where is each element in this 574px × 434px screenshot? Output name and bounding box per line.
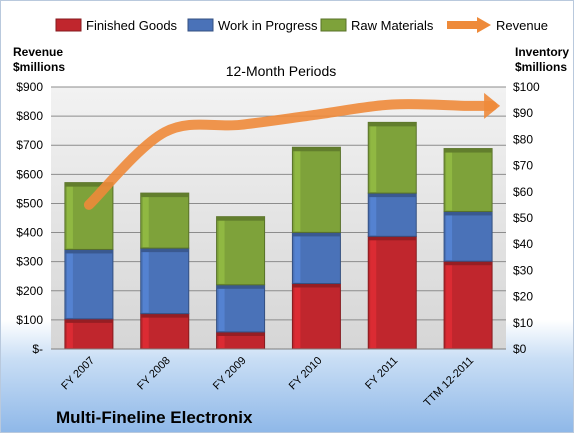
bar-top-edge	[216, 284, 265, 289]
bar-top-edge	[292, 232, 341, 237]
bar-highlight	[370, 123, 377, 193]
revenue-arrowhead	[484, 92, 501, 119]
bars	[64, 121, 493, 350]
legend: Finished Goods Work in Progress Raw Materi…	[55, 17, 548, 33]
right-tick-label: $30	[513, 263, 533, 277]
bar-top-edge	[444, 261, 493, 266]
right-tick-label: $90	[513, 106, 533, 120]
bar-top-edge	[444, 211, 493, 216]
bar-top-edge	[368, 122, 417, 127]
bar-top-edge	[444, 148, 493, 153]
company-name: Multi-Fineline Electronix	[56, 408, 253, 427]
bar-top-edge	[140, 313, 189, 318]
gridlines	[51, 86, 506, 321]
bar-top-edge	[216, 331, 265, 336]
bar-highlight	[370, 237, 377, 348]
bar-top-edge	[64, 318, 113, 323]
left-tick-label: $400	[16, 226, 43, 240]
bar-highlight	[142, 249, 149, 313]
bar-highlight	[66, 319, 73, 348]
bar-top-edge	[64, 249, 113, 254]
legend-swatch	[320, 18, 347, 32]
left-tick-label: $800	[16, 109, 43, 123]
right-tick-label: $20	[513, 290, 533, 304]
bar-highlight	[218, 332, 225, 348]
bar-highlight	[446, 212, 453, 261]
right-tick-label: $100	[513, 80, 540, 94]
bar-top-edge	[368, 193, 417, 198]
right-tick-label: $80	[513, 132, 533, 146]
bar-top-edge	[140, 193, 189, 198]
bar-highlight	[218, 217, 225, 284]
plot-area	[51, 87, 506, 349]
right-tick-label: $60	[513, 185, 533, 199]
bar-top-edge	[368, 236, 417, 241]
bar-top-edge	[292, 283, 341, 288]
legend-swatch	[187, 18, 214, 32]
left-tick-label: $-	[32, 342, 43, 356]
x-tick-label: FY 2008	[135, 355, 173, 393]
chart-subtitle: 12-Month Periods	[226, 63, 337, 79]
bar-highlight	[446, 149, 453, 211]
legend-label: Finished Goods	[86, 18, 178, 33]
left-tick-label: $200	[16, 284, 43, 298]
bar-highlight	[66, 250, 73, 318]
bar-highlight	[370, 194, 377, 236]
left-axis-title-line1: Revenue	[13, 45, 63, 59]
left-tick-label: $300	[16, 255, 43, 269]
bar-highlight	[294, 233, 301, 283]
legend-swatch	[55, 18, 82, 32]
right-tick-label: $0	[513, 342, 527, 356]
right-tick-label: $50	[513, 211, 533, 225]
legend-label: Work in Progress	[218, 18, 318, 33]
bar-highlight	[142, 194, 149, 248]
x-tick-label: TTM 12-2011	[422, 355, 477, 410]
bar-top-edge	[64, 182, 113, 187]
left-tick-label: $600	[16, 167, 43, 181]
legend-label: Revenue	[496, 18, 548, 33]
legend-swatch-arrowhead	[477, 17, 491, 33]
bar-highlight	[66, 183, 73, 249]
left-axis-title-line2: $millions	[13, 60, 65, 74]
bar-top-edge	[292, 147, 341, 152]
x-tick-label: FY 2011	[363, 355, 400, 392]
x-tick-label: FY 2007	[59, 355, 97, 393]
legend-label: Raw Materials	[351, 18, 434, 33]
bar-highlight	[294, 148, 301, 232]
bar-top-edge	[216, 216, 265, 221]
revenue-line-path	[83, 99, 498, 210]
right-tick-label: $70	[513, 159, 533, 173]
bar-highlight	[218, 285, 225, 331]
x-tick-label: FY 2010	[287, 355, 325, 393]
left-tick-label: $500	[16, 196, 43, 210]
right-axis-title-line2: $millions	[515, 60, 567, 74]
revenue-line	[83, 92, 501, 210]
left-tick-label: $700	[16, 138, 43, 152]
right-axis-title-line1: Inventory	[515, 45, 569, 59]
x-tick-label: FY 2009	[211, 355, 249, 393]
bar-top-edge	[140, 248, 189, 253]
right-tick-label: $10	[513, 316, 533, 330]
left-tick-label: $100	[16, 313, 43, 327]
right-tick-label: $40	[513, 237, 533, 251]
bar-segment	[64, 248, 114, 320]
bar-highlight	[142, 314, 149, 348]
bar-highlight	[446, 262, 453, 348]
left-tick-label: $900	[16, 80, 43, 94]
bar-highlight	[294, 284, 301, 348]
